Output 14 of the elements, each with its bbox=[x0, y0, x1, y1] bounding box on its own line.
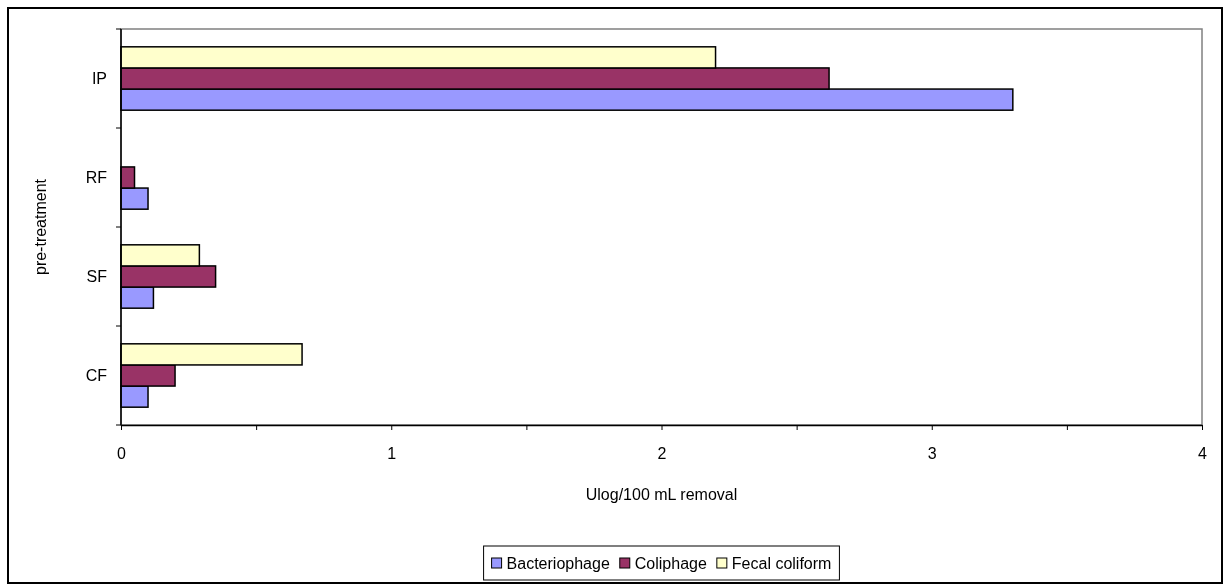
x-tick-label: 3 bbox=[927, 445, 937, 463]
legend-label: Bacteriophage bbox=[506, 554, 610, 572]
x-tick-label: 1 bbox=[387, 445, 397, 463]
legend-label: Coliphage bbox=[634, 554, 707, 572]
x-axis-title: Ulog/100 mL removal bbox=[585, 486, 738, 503]
legend-label: Fecal coliform bbox=[731, 554, 832, 572]
y-axis-title: pre-treatment bbox=[31, 178, 49, 276]
x-tick-label: 0 bbox=[117, 445, 127, 463]
x-tick-label: 4 bbox=[1198, 445, 1208, 463]
y-tick-label: CF bbox=[85, 367, 108, 385]
y-tick-label: IP bbox=[91, 70, 107, 88]
y-tick-label: SF bbox=[86, 268, 108, 286]
x-tick-label: 2 bbox=[657, 445, 667, 463]
y-tick-label: RF bbox=[85, 169, 108, 187]
